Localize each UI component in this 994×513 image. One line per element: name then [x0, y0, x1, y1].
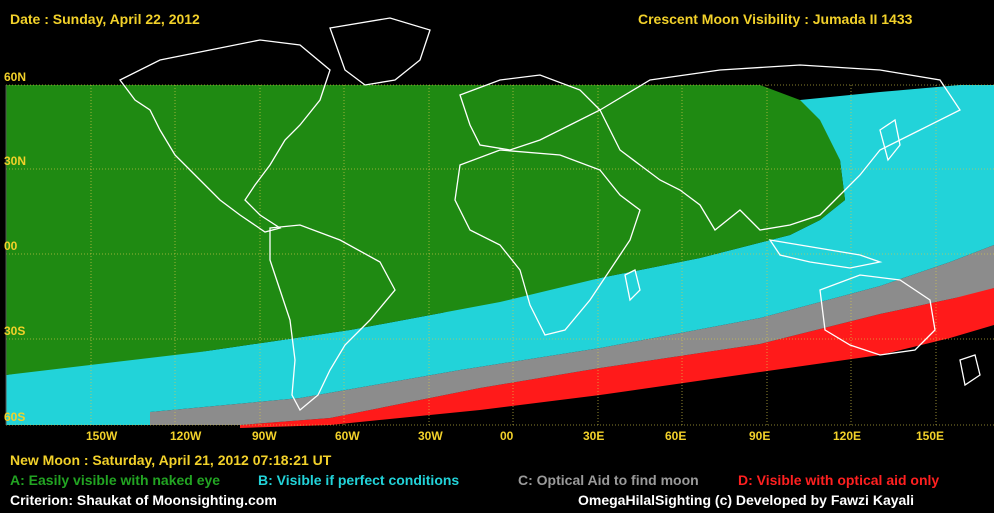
new-moon-label: New Moon : Saturday, April 21, 2012 07:1… [10, 452, 332, 468]
zone-a-region [6, 85, 845, 375]
legend-zone-c: C: Optical Aid to find moon [518, 472, 699, 488]
lon-label-60e: 60E [665, 429, 687, 443]
legend-zone-b: B: Visible if perfect conditions [258, 472, 460, 488]
legend-zone-d: D: Visible with optical aid only [738, 472, 940, 488]
lat-label-30n: 30N [4, 154, 27, 168]
lon-label-30e: 30E [583, 429, 605, 443]
lon-label-150e: 150E [916, 429, 945, 443]
lat-label-00: 00 [4, 239, 18, 253]
lon-label-120e: 120E [833, 429, 862, 443]
lon-label-30w: 30W [418, 429, 443, 443]
map-title: Crescent Moon Visibility : Jumada II 143… [638, 11, 913, 27]
lon-label-150w: 150W [86, 429, 118, 443]
criterion-label: Criterion: Shaukat of Moonsighting.com [10, 492, 277, 508]
lon-label-00: 00 [500, 429, 514, 443]
lon-label-120w: 120W [170, 429, 202, 443]
zone-d-band [240, 288, 994, 428]
lat-label-60s: 60S [4, 410, 26, 424]
lon-label-90e: 90E [749, 429, 771, 443]
lat-label-60n: 60N [4, 70, 27, 84]
coastlines [119, 17, 981, 412]
legend-zone-a: A: Easily visible with naked eye [10, 472, 221, 488]
lat-label-30s: 30S [4, 324, 26, 338]
lon-label-60w: 60W [335, 429, 360, 443]
zone-c-band [150, 245, 994, 425]
credit-label: OmegaHilalSighting (c) Developed by Fawz… [578, 492, 915, 508]
date-label: Date : Sunday, April 22, 2012 [10, 11, 200, 27]
lon-label-90w: 90W [252, 429, 277, 443]
